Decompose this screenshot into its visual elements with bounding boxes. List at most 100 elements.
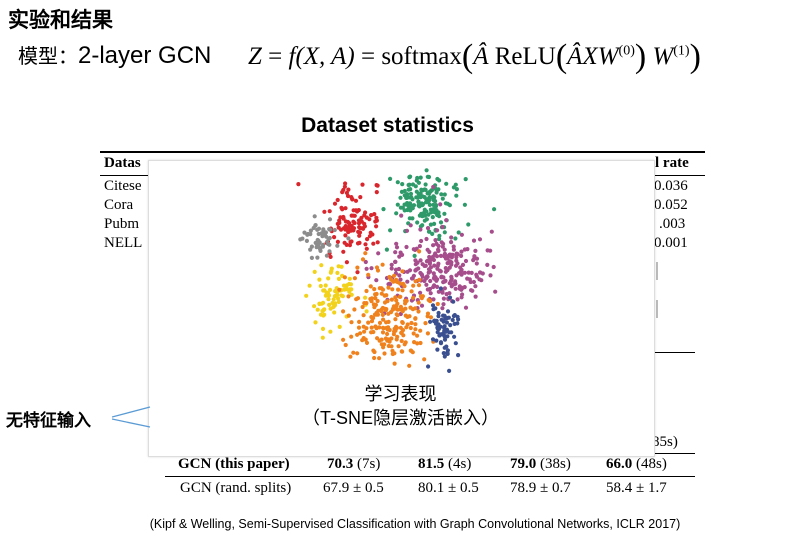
tsne-point <box>444 292 449 297</box>
formula-z: Z <box>248 43 262 70</box>
tsne-point <box>389 336 394 341</box>
tsne-point <box>471 258 476 263</box>
tsne-point <box>369 325 374 330</box>
tsne-point <box>321 227 326 232</box>
tsne-point <box>447 295 453 300</box>
tsne-point <box>449 235 454 240</box>
tsne-point <box>364 309 369 314</box>
tsne-point <box>315 237 320 243</box>
tsne-point <box>425 314 430 319</box>
tsne-point <box>413 316 418 321</box>
tsne-point <box>415 260 420 265</box>
tsne-point <box>417 249 422 254</box>
tsne-point <box>459 232 464 237</box>
formula-w0-sup: (0) <box>618 43 635 59</box>
tsne-point <box>408 223 413 228</box>
tsne-point <box>430 215 435 220</box>
tsne-point <box>432 263 437 268</box>
tsne-point <box>324 253 329 258</box>
tsne-point <box>327 287 333 292</box>
tsne-point <box>445 201 450 206</box>
tsne-point <box>352 307 357 312</box>
tsne-point <box>406 203 411 208</box>
model-line: 模型：2-layer GCN <box>18 40 211 70</box>
tsne-point <box>339 205 344 210</box>
tsne-point <box>347 276 352 281</box>
tsne-point <box>380 330 386 335</box>
tsne-point <box>408 191 414 196</box>
formula-paren3: ) <box>634 38 647 75</box>
result-method: GCN (this paper) <box>178 456 290 472</box>
tsne-point <box>444 218 449 223</box>
tsne-point <box>362 329 367 334</box>
tsne-point <box>309 255 314 260</box>
tsne-point <box>424 236 429 242</box>
tsne-point <box>419 303 425 308</box>
tsne-point <box>394 245 400 250</box>
tsne-point <box>428 319 433 324</box>
tsne-point <box>368 296 373 302</box>
tsne-point <box>474 261 479 266</box>
tsne-point <box>335 197 340 203</box>
result-cell: 79.0 (38s) <box>510 456 571 472</box>
table-row-name: Pubm <box>104 216 140 232</box>
tsne-point <box>451 244 456 249</box>
tsne-point <box>377 356 382 361</box>
formula-w1-sup: (1) <box>673 43 690 59</box>
tsne-point <box>409 320 414 326</box>
tsne-point <box>453 286 458 291</box>
tsne-point <box>304 238 309 243</box>
tsne-point <box>369 314 374 320</box>
tsne-point <box>435 301 440 307</box>
tsne-point <box>304 293 309 298</box>
tsne-point <box>433 199 438 204</box>
tsne-point <box>419 296 424 301</box>
tsne-point <box>407 195 412 200</box>
tsne-point <box>394 241 399 246</box>
tsne-point <box>416 283 422 288</box>
tsne-point <box>324 290 329 295</box>
tsne-point <box>346 294 351 299</box>
tsne-point <box>420 194 425 199</box>
tsne-point <box>465 276 470 281</box>
tsne-point <box>351 350 356 355</box>
tsne-point <box>445 351 450 356</box>
tsne-point <box>473 294 478 299</box>
tsne-point <box>438 341 444 346</box>
result-cell: 80.1 ± 0.5 <box>418 480 479 496</box>
tsne-point <box>369 266 374 271</box>
tsne-point <box>427 260 432 265</box>
tsne-point <box>399 213 404 218</box>
tsne-point <box>447 330 452 335</box>
tsne-point <box>367 217 372 222</box>
tsne-point <box>401 333 406 338</box>
tsne-point <box>296 182 301 187</box>
tsne-point <box>379 337 384 342</box>
result-cell: 67.9 ± 0.5 <box>323 480 384 496</box>
tsne-point <box>492 207 497 212</box>
tsne-point <box>344 283 349 288</box>
tsne-point <box>328 254 333 259</box>
tsne-point <box>375 312 380 317</box>
tsne-point <box>312 304 317 309</box>
tsne-point <box>355 270 360 275</box>
tsne-point <box>485 262 490 267</box>
tsne-point <box>313 320 318 325</box>
tsne-point <box>368 230 373 235</box>
tsne-point <box>363 251 368 256</box>
tsne-point <box>422 357 427 362</box>
tsne-point <box>318 283 323 289</box>
result-cell: 58.4 ± 1.7 <box>606 480 667 496</box>
tsne-point <box>442 211 447 216</box>
model-label: 模型： <box>18 46 78 68</box>
tsne-point <box>373 296 378 301</box>
tsne-point <box>423 182 428 187</box>
formula-softmax: softmax <box>381 43 462 70</box>
tsne-point <box>329 266 334 271</box>
tsne-point <box>349 239 354 244</box>
tsne-point <box>423 321 428 326</box>
tsne-point <box>424 168 429 173</box>
tsne-point <box>346 313 351 318</box>
tsne-point <box>356 325 362 330</box>
tsne-point <box>395 313 400 318</box>
